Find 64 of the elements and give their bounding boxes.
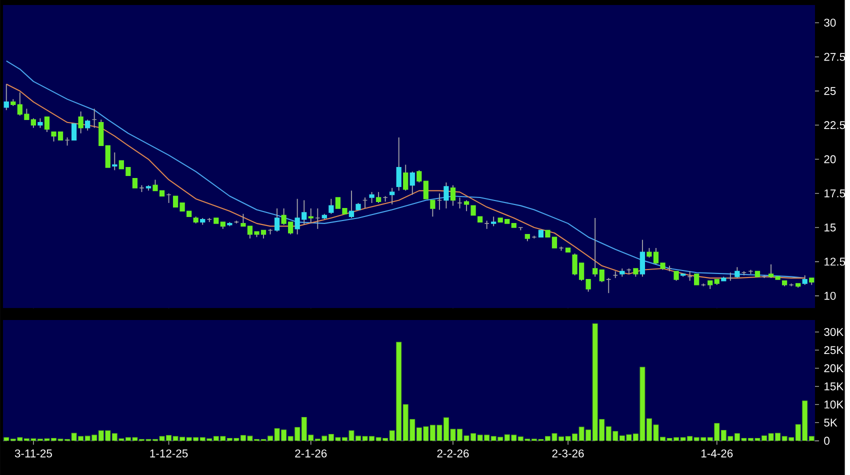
candlestick	[423, 180, 428, 200]
candlestick	[274, 208, 280, 232]
candlestick	[410, 171, 415, 196]
y-tick-label: 12.5	[824, 258, 846, 266]
candlestick	[444, 182, 449, 209]
y-tick-label: 10	[824, 292, 836, 300]
candlestick	[802, 274, 808, 286]
y-tick-label: 25K	[824, 346, 844, 354]
bar	[444, 417, 449, 441]
y-tick-label: 20	[824, 155, 836, 164]
candlestick	[491, 216, 496, 227]
candlestick	[430, 200, 436, 218]
candlestick	[390, 187, 395, 205]
candlestick	[132, 178, 138, 188]
bar	[396, 342, 402, 441]
y-tick-label: 17.5	[824, 189, 846, 198]
candlestick	[416, 170, 422, 183]
candlestick	[38, 118, 43, 128]
candlestick	[328, 198, 334, 214]
candlestick	[640, 239, 646, 278]
bar	[802, 400, 808, 441]
candlestick	[674, 270, 679, 282]
y-tick-label: 5K	[824, 418, 838, 427]
x-tick-label: 3-11-25	[14, 449, 52, 458]
y-tick-label: 30	[824, 18, 836, 27]
bar	[646, 418, 652, 441]
candlestick	[44, 116, 50, 132]
x-tick-label: 2-2-26	[437, 449, 469, 458]
candlestick	[98, 119, 104, 146]
candlestick	[348, 190, 354, 218]
candlestick	[586, 278, 591, 292]
candlestick	[78, 110, 84, 134]
x-tick-label: 1-12-25	[150, 449, 188, 458]
candlestick	[105, 145, 110, 168]
y-tick-label: 22.5	[824, 121, 846, 130]
bar	[599, 419, 605, 441]
y-tick-label: 10K	[824, 400, 844, 408]
candlestick	[71, 123, 77, 141]
candlestick	[734, 266, 740, 278]
candlestick	[403, 164, 408, 192]
bar	[294, 427, 300, 441]
candlestick	[694, 274, 700, 286]
y-tick-label: 15K	[824, 382, 844, 390]
candlestick	[112, 152, 118, 171]
candlestick	[592, 217, 598, 278]
y-tick-label: 30K	[824, 328, 844, 336]
candlestick	[599, 269, 604, 283]
y-tick-label: 0	[824, 436, 830, 445]
candlestick	[464, 200, 470, 212]
y-tick-label: 15	[824, 224, 836, 232]
y-tick-label: 25	[824, 86, 836, 95]
x-tick-label: 1-4-26	[701, 449, 733, 458]
candlestick	[376, 192, 382, 204]
candlestick	[450, 184, 456, 206]
y-tick-label: 20K	[824, 364, 844, 372]
candlestick	[85, 119, 90, 132]
candlestick	[396, 136, 402, 192]
x-tick-label: 2-1-26	[295, 449, 327, 458]
candlestick	[470, 205, 476, 216]
y-tick-label: 27.5	[824, 52, 846, 61]
candlestick	[308, 208, 314, 224]
x-tick-label: 2-3-26	[552, 449, 584, 458]
candlestick	[30, 118, 36, 128]
candlestick	[369, 192, 374, 204]
